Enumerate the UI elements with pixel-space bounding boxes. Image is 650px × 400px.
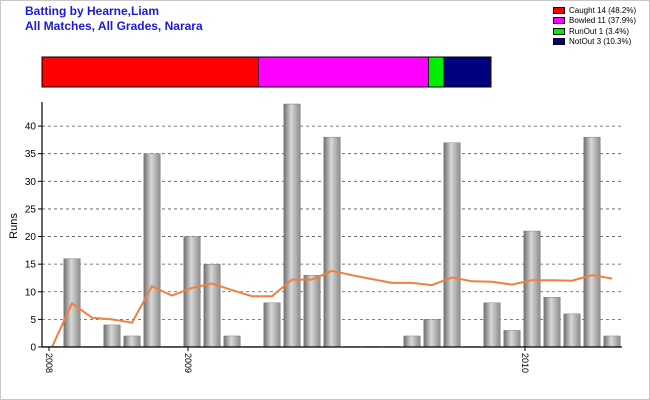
y-tick-label: 20 (25, 232, 37, 243)
bar (303, 275, 321, 348)
bar (183, 236, 201, 348)
bar (483, 302, 501, 348)
bar (443, 142, 461, 348)
legend-swatch (553, 17, 565, 25)
dismissal-segment (428, 56, 445, 88)
bar (223, 335, 241, 348)
legend-label: RunOut 1 (3.4%) (569, 26, 630, 36)
legend-label: Caught 14 (48.2%) (569, 5, 637, 15)
y-axis-label: Runs (8, 213, 20, 239)
bar (323, 136, 341, 348)
y-tick-label: 10 (25, 287, 37, 298)
bar (123, 335, 141, 348)
dismissal-segment (258, 56, 429, 88)
y-tick-label: 5 (30, 315, 36, 326)
bar (523, 230, 541, 348)
bar (583, 136, 601, 348)
x-tick-label: 2010 (520, 353, 530, 373)
bar (503, 330, 521, 348)
dismissal-segment (443, 56, 491, 88)
bar (283, 103, 301, 348)
legend-label: Bowled 11 (37.9%) (569, 16, 636, 26)
x-tick-label: 2009 (183, 353, 193, 373)
bar (203, 263, 221, 348)
legend: Caught 14 (48.2%) Bowled 11 (37.9%) RunOut… (553, 5, 636, 47)
bar (103, 324, 121, 348)
bar (263, 302, 281, 348)
y-tick-label: 35 (25, 149, 37, 160)
x-tick-label: 2008 (44, 353, 54, 373)
legend-swatch (553, 27, 565, 35)
legend-item: Caught 14 (48.2%) (553, 5, 636, 16)
y-tick-label: 25 (25, 204, 37, 215)
legend-item: RunOut 1 (3.4%) (553, 26, 636, 37)
y-tick-label: 15 (25, 260, 37, 271)
legend-label: NotOut 3 (10.3%) (569, 37, 632, 47)
dismissal-bar-outline (41, 56, 492, 88)
bar (403, 335, 421, 348)
chart-title: Batting by Hearne,Liam (25, 4, 160, 18)
legend-swatch (553, 6, 565, 14)
y-tick-label: 0 (30, 343, 36, 354)
chart-subtitle: All Matches, All Grades, Narara (25, 19, 203, 33)
legend-swatch (553, 38, 565, 46)
y-tick-label: 30 (25, 177, 37, 188)
dismissal-segment (41, 56, 259, 88)
bar (543, 297, 561, 348)
legend-item: NotOut 3 (10.3%) (553, 37, 636, 48)
bar (143, 153, 161, 348)
bar (563, 313, 581, 348)
bar (423, 319, 441, 348)
y-tick-label: 40 (25, 122, 37, 133)
legend-item: Bowled 11 (37.9%) (553, 16, 636, 27)
average-line (51, 269, 613, 348)
bar (603, 335, 621, 348)
